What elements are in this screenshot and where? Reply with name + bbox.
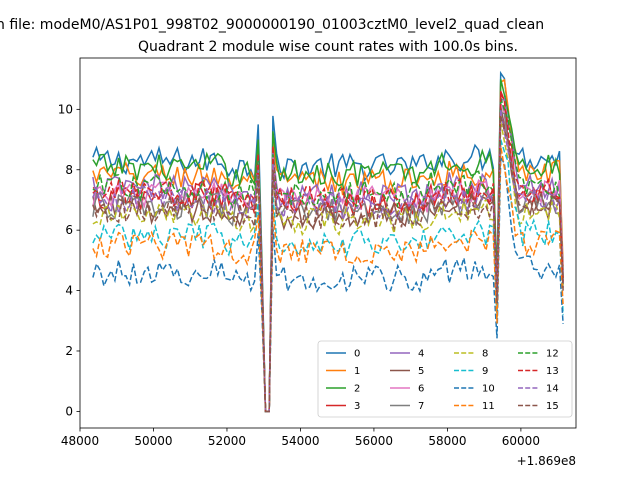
legend-label-8: 8 xyxy=(482,349,488,360)
legend-label-11: 11 xyxy=(482,401,495,412)
x-tick-label: 58000 xyxy=(428,434,466,448)
series-line-10 xyxy=(92,155,564,413)
series-line-11 xyxy=(92,145,564,413)
legend-label-1: 1 xyxy=(354,366,360,377)
legend-label-13: 13 xyxy=(546,366,559,377)
legend-label-0: 0 xyxy=(354,349,360,360)
series-line-13 xyxy=(92,91,564,413)
series-line-8 xyxy=(92,121,564,413)
y-tick-label: 0 xyxy=(65,404,73,418)
legend-label-15: 15 xyxy=(546,401,559,412)
series-line-15 xyxy=(92,115,564,413)
x-tick-label: 50000 xyxy=(134,434,172,448)
series-line-4 xyxy=(92,98,564,413)
legend-label-3: 3 xyxy=(354,401,360,412)
legend-label-12: 12 xyxy=(546,349,559,360)
legend-label-14: 14 xyxy=(546,384,559,395)
series-line-12 xyxy=(92,97,564,413)
legend-label-10: 10 xyxy=(482,384,495,395)
x-tick-label: 52000 xyxy=(208,434,246,448)
x-tick-label: 60000 xyxy=(502,434,540,448)
y-tick-label: 10 xyxy=(58,102,73,116)
legend-box xyxy=(317,340,573,418)
y-tick-label: 4 xyxy=(65,284,73,298)
legend-label-5: 5 xyxy=(418,366,424,377)
legend-label-2: 2 xyxy=(354,384,360,395)
legend-label-4: 4 xyxy=(418,349,424,360)
series-line-2 xyxy=(92,78,564,413)
chart-title: Quadrant 2 module wise count rates with … xyxy=(138,39,518,55)
legend-label-6: 6 xyxy=(418,384,424,395)
axes-layer: 48000 50000 52000 54000 56000 58000 60000 0 2 4 6 8… xyxy=(58,57,577,448)
x-tick-label: 54000 xyxy=(281,434,319,448)
chart-suptitle: n file: modeM0/AS1P01_998T02_9000000190_… xyxy=(0,17,544,33)
series-layer xyxy=(92,70,564,413)
legend-label-7: 7 xyxy=(418,401,424,412)
plot-frame xyxy=(79,57,577,429)
y-tick-label: 2 xyxy=(65,344,73,358)
x-axis-offset-label: +1.869e8 xyxy=(517,454,576,468)
series-line-9 xyxy=(92,139,564,413)
x-tick-label: 48000 xyxy=(61,434,99,448)
x-tick-label: 56000 xyxy=(355,434,393,448)
y-tick-label: 6 xyxy=(65,223,73,237)
series-line-6 xyxy=(92,103,564,413)
y-tick-label: 8 xyxy=(65,163,73,177)
legend-label-9: 9 xyxy=(482,366,488,377)
